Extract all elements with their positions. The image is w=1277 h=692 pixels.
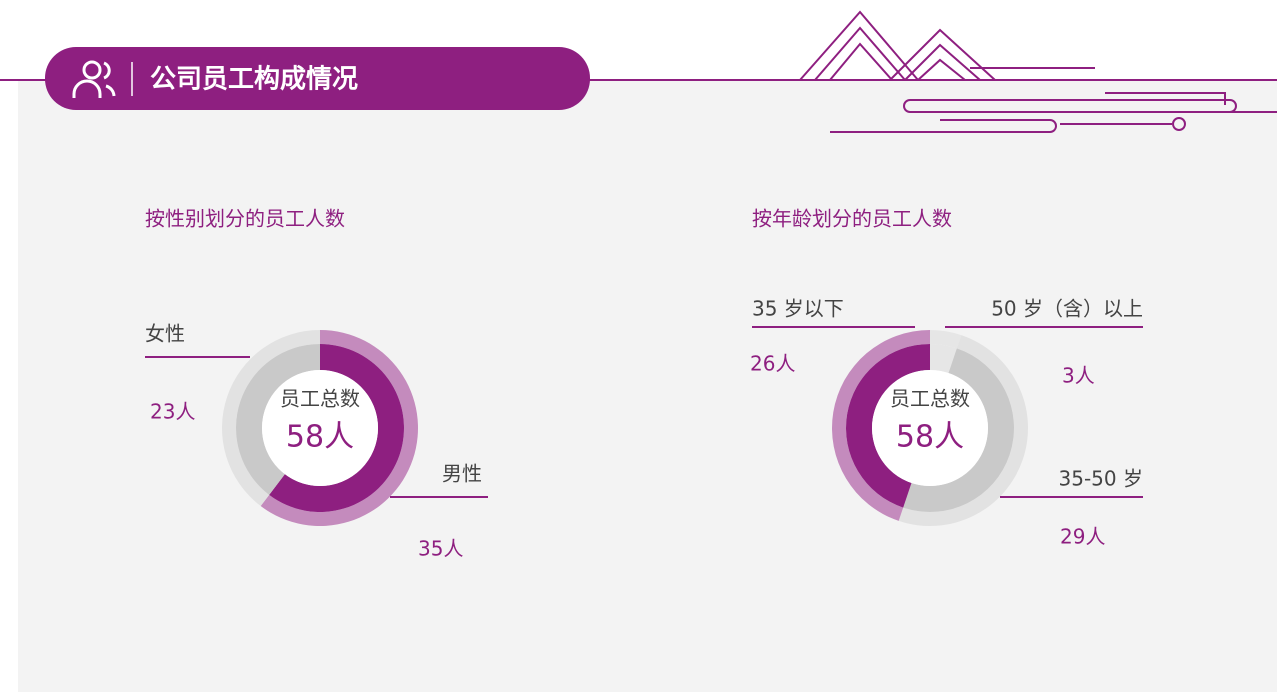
chart-title: 按性别划分的员工人数: [145, 207, 345, 231]
value-label: 3人: [1062, 364, 1095, 388]
value-label: 29人: [1060, 525, 1105, 549]
chart-title: 按年龄划分的员工人数: [752, 207, 952, 231]
page: 公司员工构成情况 按性别划分的员工人数男性 35人 女性 23人 员工总数 58人 按年龄划…: [0, 0, 1277, 692]
header-title: 公司员工构成情况: [150, 65, 358, 95]
value-label: 26人: [750, 352, 795, 376]
legend-label: 35 岁以下: [752, 297, 844, 321]
value-label: 35人: [418, 537, 463, 561]
legend-label: 35-50 岁: [1059, 467, 1143, 491]
center-value: 58人: [896, 420, 964, 455]
legend-label: 男性: [442, 462, 482, 486]
value-label: 23人: [150, 400, 195, 424]
legend-label: 50 岁（含）以上: [991, 297, 1143, 321]
center-value: 58人: [286, 420, 354, 455]
center-title: 员工总数: [280, 387, 360, 411]
legend-label: 女性: [145, 322, 185, 346]
center-title: 员工总数: [890, 387, 970, 411]
